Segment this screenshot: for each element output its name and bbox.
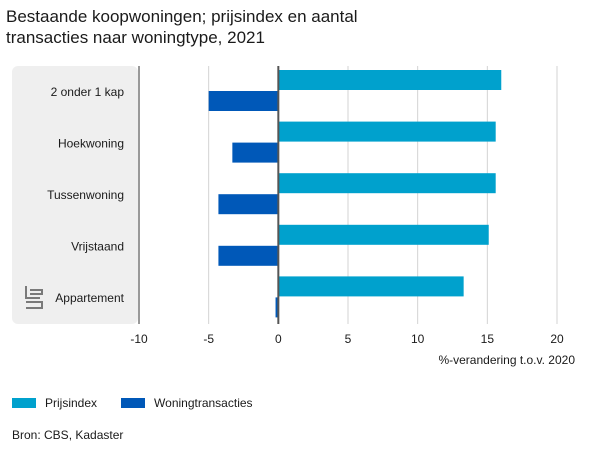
bar-prijsindex [278,224,489,245]
tick-labels: -10 -5 0 5 10 15 20 [130,332,564,346]
source-note: Bron: CBS, Kadaster [12,428,124,442]
legend: Prijsindex Woningtransacties [12,396,277,410]
legend-label-prijsindex: Prijsindex [45,396,98,410]
bar-prijsindex [278,276,464,297]
legend-label-woningtransacties: Woningtransacties [154,396,253,410]
category-label: 2 onder 1 kap [51,85,125,99]
chart-title: Bestaande koopwoningen; prijsindex en aa… [6,6,526,48]
legend-item-prijsindex: Prijsindex [12,396,97,410]
x-tick-label: 20 [550,332,564,346]
bar-woningtransacties [218,194,279,215]
category-label: Appartement [55,291,124,305]
title-line-2: transacties naar woningtype, 2021 [6,28,265,47]
legend-item-woningtransacties: Woningtransacties [121,396,253,410]
category-labels: 2 onder 1 kap Hoekwoning Tussenwoning Vrijs… [47,85,125,305]
x-tick-label: -5 [203,332,214,346]
category-label: Vrijstaand [71,240,124,254]
x-tick-label: 15 [481,332,495,346]
bar-woningtransacties [275,297,279,318]
category-panel [12,66,138,324]
x-tick-label: -10 [130,332,148,346]
bars [208,66,502,324]
category-label: Tussenwoning [47,188,124,202]
bar-woningtransacties [232,142,279,163]
category-label: Hoekwoning [58,136,124,150]
bar-woningtransacties [208,91,279,111]
x-tick-label: 0 [275,332,282,346]
title-line-1: Bestaande koopwoningen; prijsindex en aa… [6,7,358,26]
bar-prijsindex [278,173,496,194]
x-tick-label: 5 [345,332,352,346]
x-tick-label: 10 [411,332,425,346]
x-axis-label: %-verandering t.o.v. 2020 [438,353,575,367]
cbs-logo-icon [25,286,43,309]
legend-swatch-woningtransacties [121,398,146,408]
bar-prijsindex [278,70,502,90]
bar-prijsindex [278,121,496,142]
legend-swatch-prijsindex [12,398,36,408]
bar-chart: 2 onder 1 kap Hoekwoning Tussenwoning Vrijs… [12,66,575,367]
bar-woningtransacties [218,245,279,266]
